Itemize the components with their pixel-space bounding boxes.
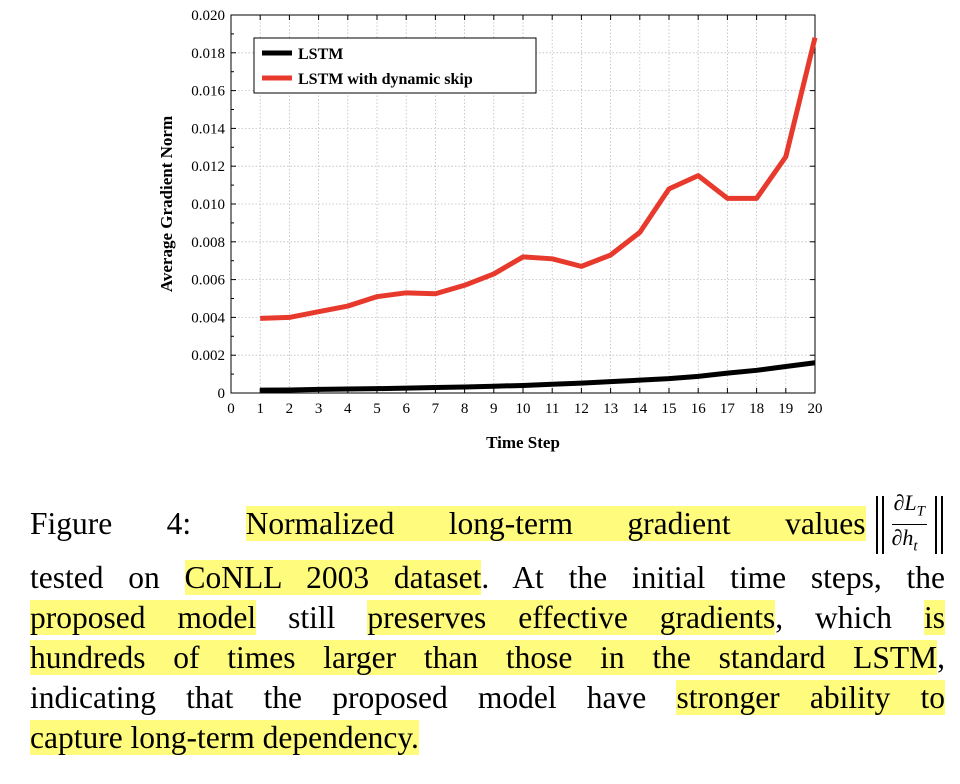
x-tick-label: 10 [516,401,531,417]
x-tick-label: 19 [778,401,793,417]
caption-highlight: capture long-term dependency. [30,720,419,755]
x-tick-label: 20 [808,401,823,417]
series-line-lstm [260,360,816,393]
x-tick-label: 4 [344,401,352,417]
caption-line-6: capture long-term dependency. [30,718,945,758]
caption-highlight: CoNLL 2003 dataset [184,560,482,595]
figure-label: Figure 4: [30,506,192,542]
caption-line-1: Figure 4: Normalized long-term gradient … [30,490,945,558]
x-tick-label: 8 [461,401,469,417]
y-tick-label: 0.020 [191,8,225,24]
y-tick-label: 0.010 [191,197,225,213]
legend-box [253,37,537,94]
formula-denominator: ∂h [891,525,914,551]
x-tick-label: 12 [574,401,589,417]
caption-highlight: preserves effective gradients [367,600,776,635]
legend-label: LSTM with dynamic skip [298,71,473,88]
x-tick-label: 15 [662,401,677,417]
caption-text: tested on [30,560,160,595]
x-tick-label: 11 [545,401,559,417]
caption-text: , [937,640,945,675]
caption-highlight: hundreds of times larger than those in t… [30,640,938,675]
caption-highlight: proposed model [30,600,257,635]
x-axis-label: Time Step [486,433,560,452]
caption-line-3: proposed model still preserves effective… [30,598,946,638]
y-tick-label: 0 [218,386,226,402]
x-tick-label: 16 [691,401,707,417]
axis-ticks: 0 1 2 3 4 5 6 7 8 9 10 11 12 13 14 15 16 17 18 19 2000.0020.… [191,8,822,417]
formula-numerator: ∂L [893,490,917,515]
y-tick-label: 0.006 [191,273,225,289]
gradient-norm-formula: ∂LT ∂ht [874,490,945,555]
x-tick-label: 5 [373,401,381,417]
x-tick-label: 3 [315,401,323,417]
caption-line-4: hundreds of times larger than those in t… [30,638,945,678]
series-line-lstm-dynamic-skip [260,37,818,321]
caption-line-5: indicating that the proposed model have … [30,678,945,718]
gradient-norm-chart: 0 1 2 3 4 5 6 7 8 9 10 11 12 13 14 15 16 17 18 19 2000.0020.… [157,8,823,452]
y-axis-label: Average Gradient Norm [157,116,176,292]
x-tick-label: 2 [286,401,294,417]
x-tick-label: 17 [720,401,736,417]
y-tick-label: 0.014 [191,121,225,137]
x-tick-label: 9 [490,401,498,417]
formula-denominator-sub: t [913,538,918,555]
y-tick-label: 0.018 [191,46,225,62]
caption-text: . At the initial time steps, the [481,560,946,595]
figure-caption: Figure 4: Normalized long-term gradient … [30,490,946,758]
caption-text: still [288,600,336,635]
x-tick-label: 6 [402,401,410,417]
y-tick-label: 0.016 [191,84,225,100]
x-tick-label: 7 [432,401,440,417]
caption-highlight: Normalized long-term gradient values [245,506,866,542]
caption-line-2: tested on CoNLL 2003 dataset. At the ini… [30,558,945,598]
caption-highlight: is [924,600,946,635]
legend-label: LSTM [298,46,343,63]
chart-series [260,37,818,393]
caption-highlight: stronger ability to [676,680,945,715]
x-tick-label: 18 [749,401,764,417]
caption-text: indicating that the proposed model have [30,680,647,715]
x-tick-label: 14 [632,401,648,417]
y-tick-label: 0.004 [191,310,225,326]
x-tick-label: 0 [227,401,235,417]
caption-text: , which [775,600,893,635]
y-tick-label: 0.008 [191,235,225,251]
formula-numerator-sub: T [916,503,925,520]
y-tick-label: 0.002 [191,348,225,364]
x-tick-label: 1 [256,401,264,417]
chart-legend: LSTM LSTM with dynamic skip [253,37,537,94]
x-tick-label: 13 [603,401,618,417]
y-tick-label: 0.012 [191,159,225,175]
